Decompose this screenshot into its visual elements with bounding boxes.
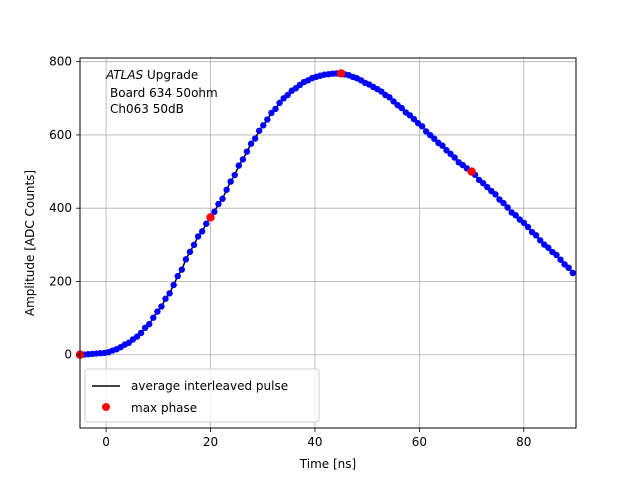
data-point <box>255 127 263 134</box>
data-point <box>211 208 218 215</box>
max-phase-points <box>75 69 476 359</box>
data-point <box>251 135 259 142</box>
data-point <box>268 109 275 117</box>
data-point <box>431 135 438 142</box>
data-point <box>479 180 487 187</box>
data-point <box>410 115 418 123</box>
data-point <box>524 223 532 231</box>
annotation-upgrade: Upgrade <box>143 68 198 82</box>
max-phase-point <box>206 213 215 222</box>
data-point <box>239 156 247 163</box>
data-point <box>406 112 414 119</box>
data-point <box>451 154 458 161</box>
data-point <box>504 204 511 211</box>
data-point <box>276 99 283 107</box>
data-point <box>219 195 226 202</box>
data-point <box>557 256 564 263</box>
grid <box>80 58 576 428</box>
data-point <box>182 256 190 263</box>
data-point <box>390 98 397 105</box>
data-point <box>170 281 177 289</box>
data-point <box>141 324 149 331</box>
y-axis-label: Amplitude [ADC Counts] <box>23 170 37 316</box>
data-point <box>174 272 181 280</box>
data-point <box>215 200 222 208</box>
data-point <box>264 116 271 123</box>
data-point <box>443 147 450 154</box>
data-point <box>492 191 499 198</box>
data-point <box>190 241 198 249</box>
data-point <box>247 140 255 147</box>
legend-dot-swatch <box>102 403 110 411</box>
data-point <box>565 264 572 272</box>
max-phase-point <box>336 69 346 78</box>
data-point <box>398 104 405 112</box>
data-point <box>484 183 491 191</box>
y-tick-label: 0 <box>64 348 72 362</box>
legend-entry-max: max phase <box>131 401 197 415</box>
x-tick-label: 80 <box>516 435 531 449</box>
data-point <box>227 178 234 185</box>
data-point <box>162 295 169 302</box>
data-point <box>137 329 145 337</box>
data-point <box>545 244 552 251</box>
axes-frame <box>79 57 577 429</box>
data-point <box>569 269 576 277</box>
x-tick-label: 20 <box>203 435 218 449</box>
data-point <box>272 105 279 113</box>
series-points <box>76 70 576 358</box>
data-point <box>231 171 238 179</box>
y-tick-label: 200 <box>49 274 72 288</box>
data-point <box>154 308 161 315</box>
data-point <box>386 94 393 101</box>
data-point <box>194 233 202 240</box>
data-point <box>223 186 230 193</box>
x-axis-label: Time [ns] <box>299 457 356 471</box>
y-tick-label: 600 <box>49 128 72 142</box>
data-point <box>133 333 141 340</box>
data-point <box>158 303 165 310</box>
data-point <box>198 228 206 235</box>
data-point <box>178 266 186 273</box>
data-point <box>439 142 446 149</box>
data-point <box>422 128 430 135</box>
legend: average interleaved pulse max phase <box>84 368 320 423</box>
data-point <box>146 320 153 328</box>
data-point <box>284 91 291 99</box>
data-point <box>243 148 251 155</box>
data-point <box>553 251 560 259</box>
data-point <box>260 122 267 129</box>
data-point <box>500 199 507 207</box>
data-point <box>150 314 157 321</box>
max-phase-point <box>467 167 476 176</box>
x-tick-label: 40 <box>307 435 322 449</box>
data-point <box>203 220 210 227</box>
data-point <box>418 123 426 130</box>
data-point <box>512 212 519 219</box>
data-point <box>235 162 243 169</box>
annotation-line-2: Board 634 50ohm <box>110 86 218 100</box>
x-tick-label: 60 <box>412 435 427 449</box>
data-point <box>186 248 194 256</box>
data-point <box>532 232 540 239</box>
y-tick-label: 400 <box>49 201 72 215</box>
legend-box <box>84 368 320 423</box>
data-point <box>520 219 528 227</box>
annotation-line-3: Ch063 50dB <box>110 102 184 116</box>
data-point <box>166 290 173 297</box>
annotation-atlas: ATLAS <box>105 68 144 82</box>
annotation-line-1: ATLAS Upgrade <box>105 68 198 82</box>
y-tick-label: 800 <box>49 55 72 69</box>
x-tick-label: 0 <box>102 435 110 449</box>
data-point <box>447 150 454 158</box>
data-point <box>536 237 544 244</box>
legend-entry-pulse: average interleaved pulse <box>131 379 288 393</box>
